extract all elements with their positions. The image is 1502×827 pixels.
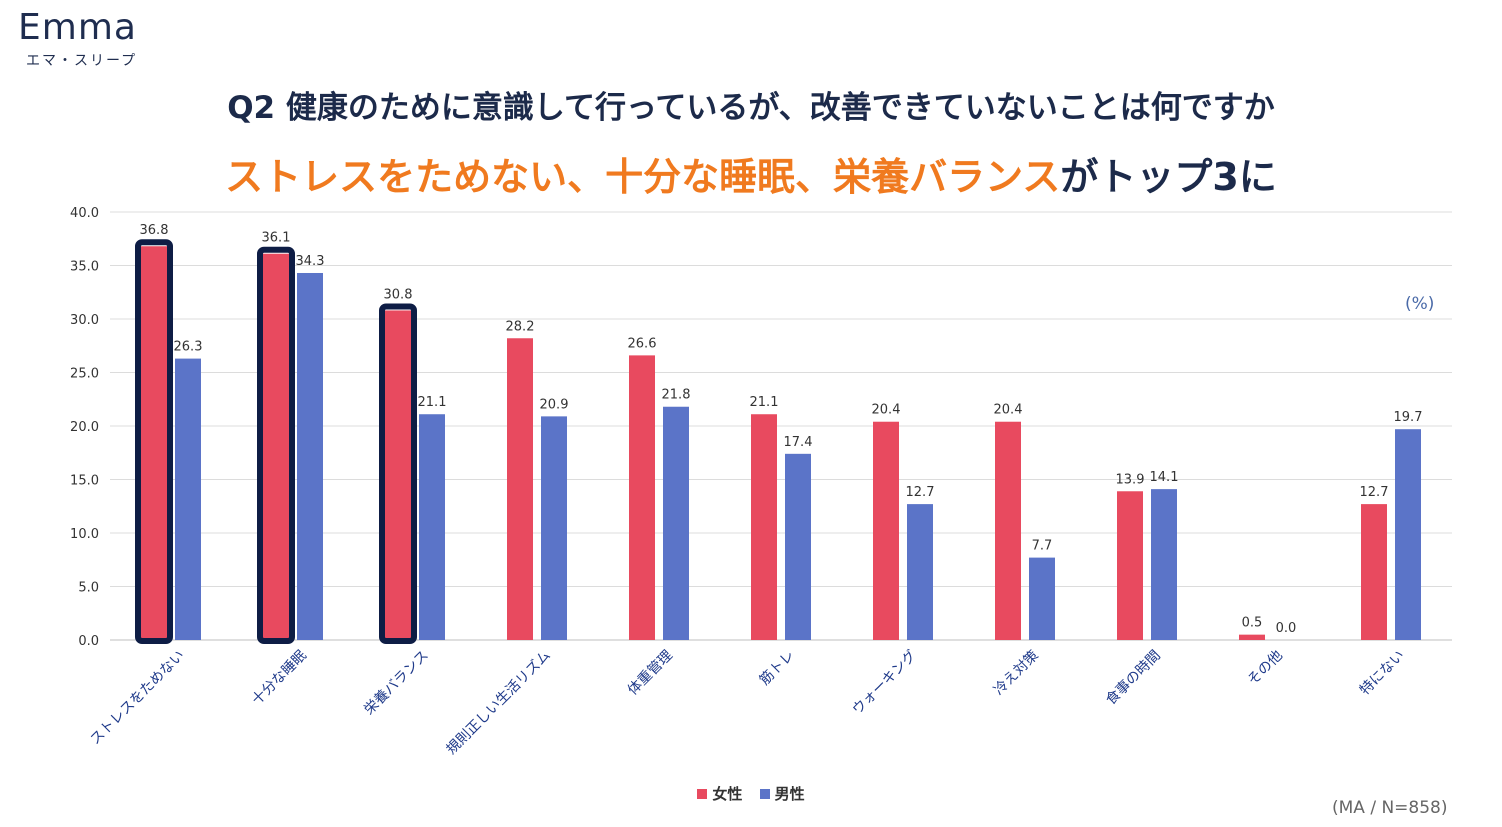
x-tick-label: ストレスをためない [87,648,187,748]
page-title: Q2 健康のために意識して行っているが、改善できていないことは何ですか [227,90,1275,126]
chart-legend: 女性 男性 [0,783,1502,804]
bar-female [873,421,899,640]
data-label-male: 34.3 [296,254,325,269]
data-label-male: 12.7 [906,485,935,500]
legend-item-female: 女性 [697,785,742,803]
highlight-frame [135,239,173,645]
x-tick-label: 冷え対策 [990,647,1042,699]
bar-female [263,253,289,641]
bar-male [1029,557,1055,640]
x-tick-label: 規則正しい生活リズム [444,648,554,758]
highlight-frame [257,246,295,644]
data-label-male: 21.8 [662,388,691,403]
y-tick-label: 5.0 [78,581,99,596]
bar-female [629,355,655,640]
bar-male [785,453,811,640]
x-tick-label: 体重管理 [625,648,676,699]
bar-male [1151,489,1177,640]
y-tick-label: 35.0 [70,260,99,275]
bar-male [907,504,933,640]
data-label-female: 36.8 [140,223,169,238]
bar-female [385,310,411,640]
data-label-female: 26.6 [628,336,657,351]
data-label-male: 14.1 [1150,470,1179,485]
y-tick-label: 10.0 [70,527,99,542]
bar-female [1117,491,1143,640]
bar-female [507,338,533,640]
bar-female [1361,504,1387,640]
headline-highlight: ストレスをためない、十分な睡眠、栄養バランス [225,155,1061,199]
data-label-female: 12.7 [1360,485,1389,500]
y-tick-label: 20.0 [70,420,99,435]
data-label-female: 28.2 [506,319,535,334]
data-label-female: 30.8 [384,287,413,302]
x-tick-label: 十分な睡眠 [249,648,310,709]
legend-label-female: 女性 [712,785,743,803]
data-label-male: 19.7 [1394,410,1423,425]
legend-item-male: 男性 [759,785,805,803]
data-label-female: 13.9 [1116,472,1145,487]
bar-female [1239,634,1265,640]
data-label-female: 0.5 [1242,616,1263,631]
bar-male [541,416,567,640]
x-tick-label: 食事の時間 [1102,647,1164,709]
y-tick-label: 25.0 [70,367,99,382]
x-tick-label: 特にない [1357,648,1408,699]
data-label-female: 20.4 [872,403,901,418]
data-label-female: 21.1 [750,395,779,410]
bar-female [141,246,167,641]
y-tick-label: 0.0 [78,634,99,649]
y-tick-label: 40.0 [70,206,99,221]
bar-male [175,358,201,640]
bar-female [995,421,1021,640]
data-label-female: 36.1 [262,231,291,246]
bar-female [751,414,777,640]
x-tick-label: ウォーキング [849,648,919,718]
headline: ストレスをためない、十分な睡眠、栄養バランスがトップ3に [0,146,1502,201]
bar-male [663,406,689,640]
data-label-female: 20.4 [994,403,1023,418]
data-label-male: 7.7 [1032,539,1053,554]
data-label-male: 20.9 [540,397,569,412]
data-label-male: 21.1 [418,395,447,410]
legend-swatch-female [697,789,708,799]
x-tick-label: 栄養バランス [361,647,432,718]
unit-label: (%) [1405,294,1435,314]
y-tick-label: 30.0 [70,313,99,328]
legend-swatch-male [759,789,770,799]
bar-male [419,414,445,640]
data-label-male: 17.4 [784,435,813,450]
legend-label-male: 男性 [774,785,805,803]
bar-male [1395,429,1421,640]
headline-rest: がトップ3に [1060,155,1277,199]
brand-logo: Emma エマ・スリープ [18,6,137,70]
sample-note: (MA / N=858) [1332,798,1448,818]
logo-wordmark: Emma [18,7,137,48]
data-label-male: 0.0 [1276,621,1297,636]
x-tick-label: その他 [1245,648,1286,689]
x-tick-label: 筋トレ [756,647,798,689]
y-tick-label: 15.0 [70,474,99,489]
highlight-frame [379,303,417,644]
logo-subtitle: エマ・スリープ [26,53,138,69]
data-label-male: 26.3 [174,340,203,355]
bar-male [297,272,323,640]
